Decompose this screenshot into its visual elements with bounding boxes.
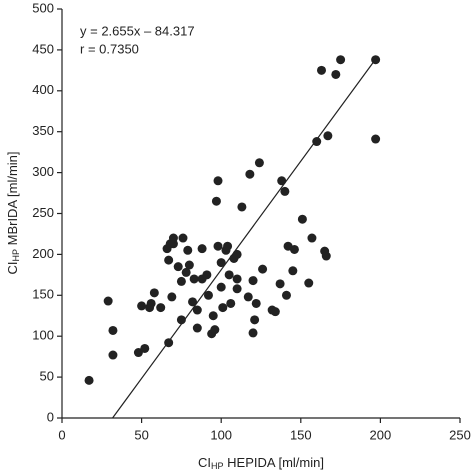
point — [164, 338, 174, 348]
point — [232, 274, 242, 284]
point — [248, 328, 258, 338]
point — [331, 69, 341, 79]
point — [371, 134, 381, 144]
x-tick-label: 0 — [58, 427, 65, 442]
point — [245, 169, 255, 179]
annotation: y = 2.655x – 84.317 — [80, 23, 195, 38]
point — [133, 348, 143, 358]
point — [226, 298, 236, 308]
annotation: r = 0.7350 — [80, 41, 139, 56]
point — [248, 276, 258, 286]
y-tick-label: 200 — [32, 246, 54, 261]
point — [336, 55, 346, 65]
point — [84, 375, 94, 385]
point — [188, 297, 198, 307]
x-tick-label: 200 — [370, 427, 392, 442]
point — [192, 305, 202, 315]
point — [277, 176, 287, 186]
point — [223, 241, 233, 251]
y-tick-label: 150 — [32, 287, 54, 302]
point — [254, 158, 264, 168]
point — [280, 186, 290, 196]
point — [184, 260, 194, 270]
point — [288, 266, 298, 276]
point — [145, 303, 155, 313]
point — [216, 282, 226, 292]
point — [173, 262, 183, 272]
x-tick-label: 150 — [290, 427, 312, 442]
point — [243, 292, 253, 302]
point — [164, 255, 174, 265]
point — [289, 244, 299, 254]
point — [371, 55, 381, 65]
point — [281, 290, 291, 300]
point — [167, 292, 177, 302]
point — [168, 233, 178, 243]
point — [232, 284, 242, 294]
y-tick-label: 100 — [32, 328, 54, 343]
point — [218, 303, 228, 313]
x-axis-label: CIHP HEPIDA [ml/min] — [198, 455, 324, 471]
point — [213, 241, 223, 251]
x-tick-label: 50 — [134, 427, 148, 442]
point — [103, 296, 113, 306]
point — [250, 315, 260, 325]
point — [216, 258, 226, 268]
point — [323, 131, 333, 141]
y-tick-label: 400 — [32, 82, 54, 97]
point — [181, 267, 191, 277]
y-axis-label: CIHP MBrIDA [ml/min] — [5, 151, 21, 274]
y-tick-label: 250 — [32, 205, 54, 220]
point — [183, 245, 193, 255]
point — [232, 249, 242, 259]
point — [258, 264, 268, 274]
point — [149, 288, 159, 298]
y-tick-label: 300 — [32, 164, 54, 179]
point — [189, 274, 199, 284]
point — [108, 350, 118, 360]
regression-line — [112, 58, 377, 419]
point — [211, 196, 221, 206]
y-tick-label: 350 — [32, 123, 54, 138]
x-tick-label: 250 — [449, 427, 471, 442]
y-tick-label: 50 — [40, 369, 54, 384]
point — [192, 323, 202, 333]
point — [208, 311, 218, 321]
point — [202, 270, 212, 280]
point — [213, 176, 223, 186]
point — [156, 303, 166, 313]
y-tick-label: 0 — [47, 409, 54, 424]
point — [108, 325, 118, 335]
point — [307, 233, 317, 243]
point — [137, 301, 147, 311]
point — [140, 343, 150, 353]
point — [197, 244, 207, 254]
point — [304, 278, 314, 288]
point — [312, 137, 322, 147]
point — [270, 307, 280, 317]
point — [224, 270, 234, 280]
point — [297, 214, 307, 224]
point — [210, 325, 220, 335]
point — [237, 202, 247, 212]
point — [321, 251, 331, 261]
point — [275, 279, 285, 289]
point — [178, 233, 188, 243]
y-tick-label: 450 — [32, 41, 54, 56]
x-tick-label: 100 — [210, 427, 232, 442]
point — [251, 298, 261, 308]
y-tick-label: 500 — [32, 0, 54, 15]
point — [203, 290, 213, 300]
point — [176, 315, 186, 325]
point — [316, 65, 326, 75]
point — [176, 276, 186, 286]
